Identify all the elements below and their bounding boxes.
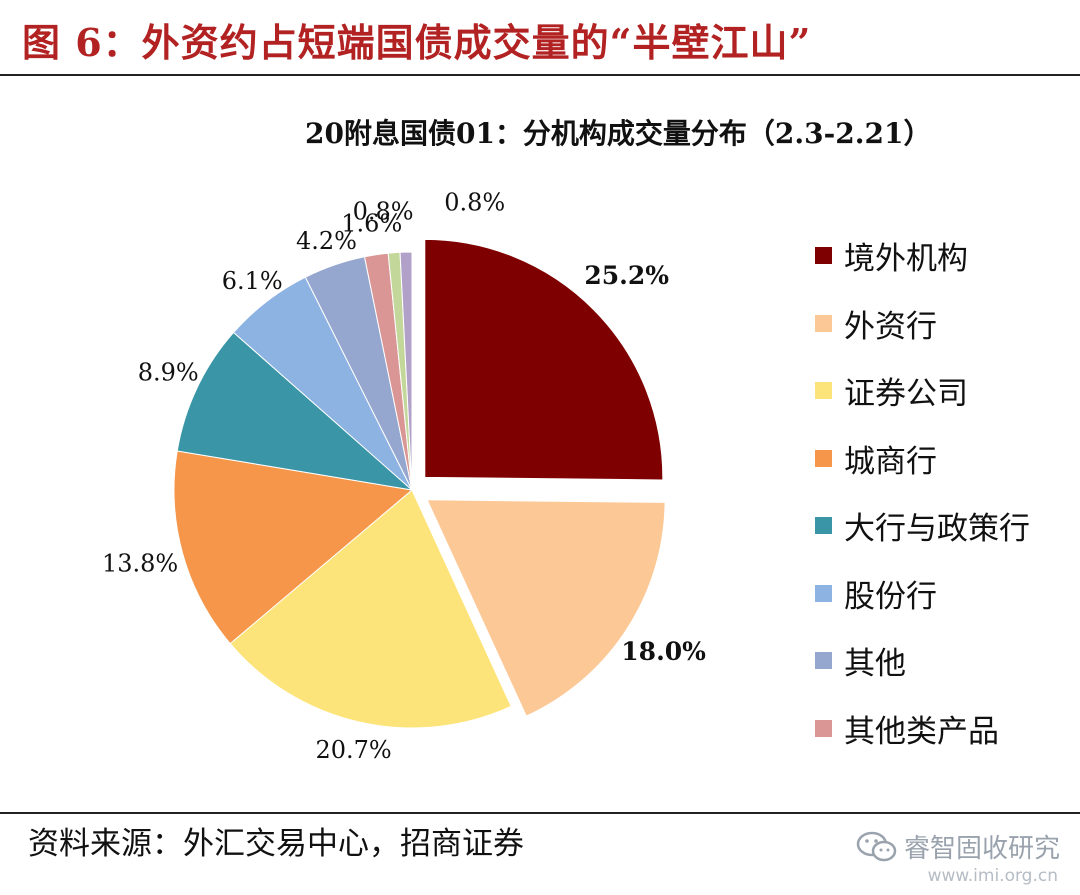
legend-label: 证券公司	[844, 376, 968, 413]
legend-swatch	[815, 584, 832, 602]
legend-label: 其他类产品	[844, 713, 999, 750]
pie-slice	[173, 450, 414, 645]
watermark-url: www.imi.org.cn	[927, 866, 1058, 886]
legend-item: 境外机构	[815, 222, 1030, 290]
legend-label: 城商行	[844, 443, 937, 480]
legend-swatch	[815, 719, 832, 737]
wechat-icon	[856, 831, 897, 861]
legend-swatch	[815, 382, 832, 400]
slice-label: 13.8%	[102, 549, 178, 577]
slice-label: 0.8%	[353, 197, 414, 225]
chart-title: 20附息国债01：分机构成交量分布（2.3-2.21）	[305, 117, 932, 150]
legend-label: 大行与政策行	[844, 511, 1030, 548]
legend-label: 股份行	[844, 578, 937, 615]
legend-item: 证券公司	[815, 357, 1030, 425]
pie-slice	[176, 331, 414, 491]
pie-slice	[399, 251, 413, 491]
legend-label: 境外机构	[844, 241, 968, 278]
slice-label: 1.6%	[341, 210, 402, 238]
bottom-divider	[0, 812, 1080, 814]
legend-item: 城商行	[815, 425, 1030, 493]
legend-swatch	[815, 314, 832, 332]
figure-title: 图 6：外资约占短端国债成交量的“半壁江山”	[22, 20, 812, 65]
legend-swatch	[815, 517, 832, 535]
legend-item: 其他	[815, 627, 1030, 695]
slice-label: 6.1%	[222, 267, 283, 295]
slice-label: 0.8%	[444, 189, 505, 217]
legend-swatch	[815, 247, 832, 265]
legend-item: 外资行	[815, 290, 1030, 358]
legend-item: 其他类产品	[815, 695, 1030, 763]
legend-item: 大行与政策行	[815, 492, 1030, 560]
slice-label: 18.0%	[621, 637, 706, 666]
pie-slice	[424, 238, 664, 481]
watermark: 睿智固收研究	[856, 828, 1060, 865]
legend-label: 外资行	[844, 308, 937, 345]
top-divider	[0, 74, 1080, 76]
slice-label: 4.2%	[296, 227, 357, 255]
watermark-text: 睿智固收研究	[903, 834, 1060, 864]
slice-label: 8.9%	[138, 358, 199, 386]
pie-slice	[426, 499, 666, 717]
slice-label: 25.2%	[584, 261, 669, 290]
source-note: 资料来源：外汇交易中心，招商证券	[28, 826, 524, 862]
chart-legend: 境外机构外资行证券公司城商行大行与政策行 股份行其他其他类产品	[815, 222, 1030, 762]
legend-item: 股份行	[815, 560, 1030, 628]
slice-label: 20.7%	[315, 736, 391, 764]
legend-label: 其他	[844, 646, 906, 683]
legend-swatch	[815, 652, 832, 670]
pie-slice	[229, 489, 512, 729]
legend-swatch	[815, 449, 832, 467]
